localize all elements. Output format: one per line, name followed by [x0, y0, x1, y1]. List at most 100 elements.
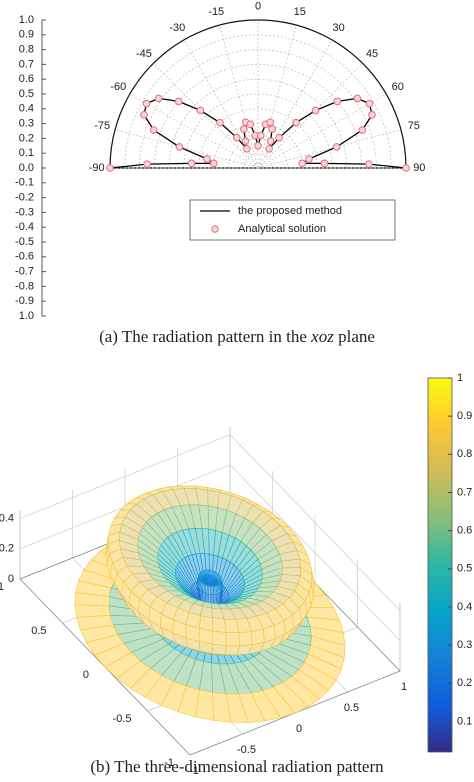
- y-tick-label: -0.7: [15, 266, 34, 278]
- pattern-marker: [265, 144, 273, 153]
- pattern-marker: [187, 159, 196, 168]
- y-tick-label: 1.0: [19, 14, 34, 26]
- x-tick-label: 1: [0, 581, 4, 593]
- grid-circle: [154, 64, 362, 169]
- x-tick-label: -1: [164, 757, 174, 769]
- angle-tick-label: 0: [255, 1, 261, 13]
- pattern-marker: [196, 106, 205, 115]
- angle-grid-line: [129, 93, 259, 169]
- y-tick-label: -0.9: [15, 295, 34, 307]
- surface-patch: [198, 628, 214, 645]
- y-tick-label: -1: [189, 765, 199, 777]
- colorbar-tick-label: 0.8: [457, 448, 472, 460]
- y-tick-label: 0.9: [19, 29, 34, 41]
- x-tick-label: 0: [83, 669, 89, 681]
- pattern-marker: [365, 160, 373, 168]
- surface-patch: [238, 631, 253, 647]
- y-tick-label: 0.8: [19, 44, 34, 56]
- y-tick-label: -0.5: [237, 744, 256, 756]
- angle-grid-line: [257, 63, 363, 169]
- y-tick-label: 0.4: [19, 103, 34, 115]
- angle-grid-line: [114, 129, 259, 169]
- grid-circle: [198, 108, 318, 169]
- colorbar-tick-label: 0.1: [457, 715, 472, 727]
- y-tick-label: -0.1: [15, 177, 34, 189]
- angle-grid-line: [153, 63, 259, 169]
- pattern-marker: [154, 94, 163, 103]
- pattern-marker: [140, 111, 148, 119]
- grid-circle: [139, 49, 377, 169]
- pattern-marker: [266, 118, 275, 127]
- angle-tick-label: -75: [94, 120, 110, 132]
- surface-patch: [225, 632, 240, 647]
- y-tick-label: 0.1: [19, 147, 34, 159]
- y-tick-label: 1.0: [19, 310, 34, 322]
- z-tick-label: 0: [8, 573, 14, 585]
- surface-patch: [206, 585, 210, 595]
- surface: [74, 485, 346, 723]
- surface-patch: [178, 685, 200, 718]
- pattern-marker: [311, 106, 320, 115]
- angle-tick-label: 90: [413, 162, 425, 174]
- caption-b: (b) The three-dimensional radiation patt…: [90, 757, 384, 776]
- z-tick-label: 0.2: [0, 543, 14, 555]
- pattern-marker: [210, 159, 218, 168]
- angle-grid-line: [257, 129, 402, 169]
- grid-circle: [168, 78, 348, 169]
- y-tick-label: 0.2: [19, 132, 34, 144]
- pattern-marker: [332, 143, 341, 151]
- pattern-marker: [353, 94, 362, 103]
- pattern-marker: [402, 164, 410, 172]
- x-tick-label: 0.5: [31, 625, 46, 637]
- colorbar-tick-label: 1: [457, 372, 463, 384]
- y-tick-label: 0.3: [19, 118, 34, 130]
- pattern-marker: [174, 97, 183, 106]
- colorbar-tick-label: 0.9: [457, 410, 472, 422]
- pattern-marker: [268, 125, 276, 133]
- caption-text: (a) The radiation pattern in the: [99, 327, 311, 346]
- y-tick-label: 0.5: [344, 702, 359, 714]
- legend-label: Analytical solution: [238, 223, 326, 235]
- surface-patch: [251, 628, 265, 645]
- y-tick-label: -0.6: [15, 251, 34, 263]
- legend-marker: [211, 225, 219, 233]
- pattern-marker: [203, 155, 211, 163]
- angle-grid-line: [219, 24, 259, 169]
- pattern-marker: [292, 118, 300, 127]
- caption-a: (a) The radiation pattern in the xoz pla…: [99, 327, 375, 346]
- pattern-marker: [368, 111, 376, 119]
- colorbar-tick-label: 0.6: [457, 525, 472, 537]
- surface-patch: [185, 624, 200, 642]
- y-tick-label: 0.5: [19, 88, 34, 100]
- y-tick-label: -0.2: [15, 192, 34, 204]
- colorbar-tick-label: 0.7: [457, 486, 472, 498]
- y-tick-label: 0.7: [19, 58, 34, 70]
- surface-patch: [212, 630, 227, 646]
- pattern-marker: [358, 126, 367, 134]
- caption-text: xoz: [310, 327, 334, 346]
- y-tick-label: -0.8: [15, 280, 34, 292]
- z-tick-label: 0.4: [0, 512, 14, 524]
- pattern-marker: [232, 133, 241, 142]
- pattern-marker: [241, 137, 250, 145]
- angle-tick-label: -30: [169, 22, 185, 34]
- y-tick-label: -0.3: [15, 206, 34, 218]
- pattern-marker: [106, 164, 114, 172]
- pattern-marker: [266, 137, 275, 145]
- pattern-marker: [142, 99, 151, 108]
- angle-tick-label: 60: [392, 81, 404, 93]
- pattern-marker: [149, 126, 158, 134]
- y-tick-label: 1: [401, 681, 407, 693]
- grid-circle: [242, 152, 274, 169]
- pattern-marker: [320, 159, 329, 168]
- angle-tick-label: -15: [208, 6, 224, 18]
- angle-grid-line: [257, 93, 387, 169]
- grid-circle: [228, 138, 288, 169]
- pattern-marker: [275, 133, 284, 142]
- colorbar: [427, 377, 453, 753]
- pattern-marker: [365, 99, 374, 108]
- pattern-marker: [175, 143, 184, 151]
- caption-text: plane: [334, 327, 375, 346]
- y-tick-label: 0: [296, 723, 302, 735]
